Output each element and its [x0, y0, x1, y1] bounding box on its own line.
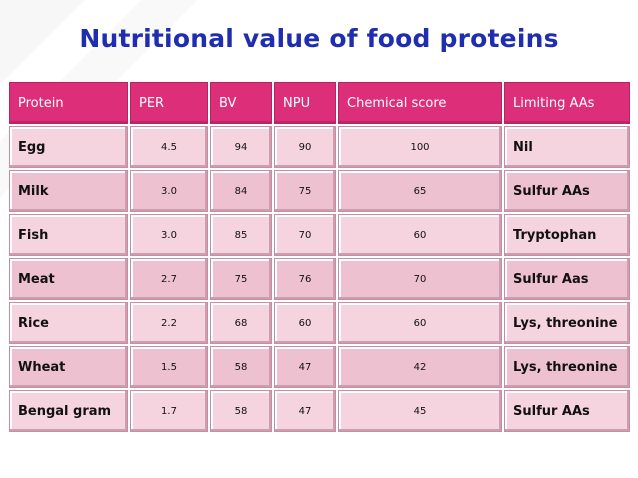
cell-npu: 76 [274, 258, 336, 300]
cell-chemical-score: 60 [338, 302, 502, 344]
cell-limiting-aas: Sulfur AAs [504, 170, 630, 212]
cell-bv: 58 [210, 346, 272, 388]
cell-limiting-aas: Tryptophan [504, 214, 630, 256]
table-row: Wheat 1.5 58 47 42 Lys, threonine [9, 346, 630, 388]
table-row: Rice 2.2 68 60 60 Lys, threonine [9, 302, 630, 344]
cell-chemical-score: 60 [338, 214, 502, 256]
cell-limiting-aas: Lys, threonine [504, 346, 630, 388]
cell-protein: Meat [9, 258, 128, 300]
cell-bv: 75 [210, 258, 272, 300]
cell-bv: 94 [210, 126, 272, 168]
cell-npu: 70 [274, 214, 336, 256]
cell-limiting-aas: Sulfur Aas [504, 258, 630, 300]
cell-per: 1.5 [130, 346, 208, 388]
table-row: Meat 2.7 75 76 70 Sulfur Aas [9, 258, 630, 300]
cell-per: 4.5 [130, 126, 208, 168]
cell-per: 1.7 [130, 390, 208, 432]
nutrition-table: Protein PER BV NPU Chemical score Limiti… [7, 80, 632, 434]
page-title: Nutritional value of food proteins [79, 24, 559, 53]
cell-bv: 58 [210, 390, 272, 432]
cell-npu: 47 [274, 346, 336, 388]
cell-protein: Rice [9, 302, 128, 344]
cell-protein: Egg [9, 126, 128, 168]
table-row: Fish 3.0 85 70 60 Tryptophan [9, 214, 630, 256]
cell-limiting-aas: Sulfur AAs [504, 390, 630, 432]
cell-npu: 75 [274, 170, 336, 212]
cell-chemical-score: 70 [338, 258, 502, 300]
header-chemical-score: Chemical score [338, 82, 502, 124]
cell-npu: 60 [274, 302, 336, 344]
cell-bv: 84 [210, 170, 272, 212]
cell-protein: Milk [9, 170, 128, 212]
cell-protein: Wheat [9, 346, 128, 388]
cell-chemical-score: 42 [338, 346, 502, 388]
cell-protein: Bengal gram [9, 390, 128, 432]
cell-protein: Fish [9, 214, 128, 256]
cell-npu: 47 [274, 390, 336, 432]
cell-limiting-aas: Nil [504, 126, 630, 168]
cell-per: 2.2 [130, 302, 208, 344]
table-row: Bengal gram 1.7 58 47 45 Sulfur AAs [9, 390, 630, 432]
cell-npu: 90 [274, 126, 336, 168]
cell-per: 2.7 [130, 258, 208, 300]
header-limiting-aas: Limiting AAs [504, 82, 630, 124]
table-header-row: Protein PER BV NPU Chemical score Limiti… [9, 82, 630, 124]
cell-chemical-score: 45 [338, 390, 502, 432]
cell-chemical-score: 100 [338, 126, 502, 168]
cell-bv: 68 [210, 302, 272, 344]
cell-limiting-aas: Lys, threonine [504, 302, 630, 344]
cell-per: 3.0 [130, 214, 208, 256]
header-per: PER [130, 82, 208, 124]
table-row: Milk 3.0 84 75 65 Sulfur AAs [9, 170, 630, 212]
header-bv: BV [210, 82, 272, 124]
cell-bv: 85 [210, 214, 272, 256]
header-protein: Protein [9, 82, 128, 124]
cell-chemical-score: 65 [338, 170, 502, 212]
table-row: Egg 4.5 94 90 100 Nil [9, 126, 630, 168]
header-npu: NPU [274, 82, 336, 124]
cell-per: 3.0 [130, 170, 208, 212]
